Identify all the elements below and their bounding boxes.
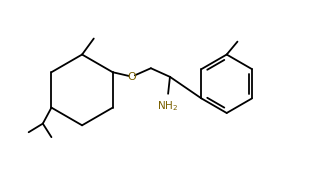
Text: NH$_2$: NH$_2$ bbox=[157, 99, 178, 113]
Text: O: O bbox=[128, 72, 136, 82]
